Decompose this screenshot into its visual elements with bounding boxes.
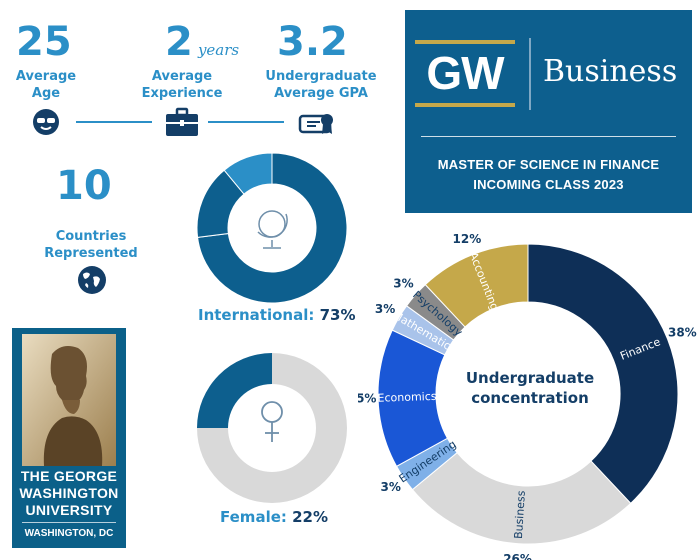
gpa-label-line1: Undergraduate	[265, 69, 377, 84]
gw-logo-bar-bottom	[415, 103, 515, 107]
concentration-slice-business	[411, 451, 632, 545]
briefcase-icon	[166, 107, 198, 136]
female-value: 22%	[292, 508, 329, 526]
female-label: Female: 22%	[220, 508, 370, 526]
gwu-location: WASHINGTON, DC	[24, 528, 114, 539]
gw-banner-rule	[421, 136, 676, 137]
gw-business-banner: GW Business MASTER OF SCIENCE IN FINANCE…	[405, 10, 692, 213]
gpa-value: 3.2	[277, 19, 348, 65]
gpa-label-line2: Average GPA	[274, 86, 368, 101]
countries-label-line2: Represented	[44, 246, 138, 261]
age-value: 25	[16, 19, 72, 65]
concentration-category-business: Business	[512, 490, 528, 539]
female-symbol-icon	[261, 401, 283, 442]
sunglasses-face-icon	[33, 109, 59, 135]
concentration-title: Undergraduate concentration	[445, 368, 615, 408]
female-slice-other	[197, 353, 347, 503]
gwu-wordmark: THE GEORGE WASHINGTON UNIVERSITY	[12, 468, 126, 519]
female-donut-chart	[197, 353, 347, 503]
gw-logo-bar-top	[415, 40, 515, 44]
experience-value-group: 2 years	[165, 22, 239, 62]
concentration-slice-accounting	[424, 243, 529, 328]
age-label: Average Age	[8, 68, 84, 102]
program-title-line2: INCOMING CLASS 2023	[473, 177, 624, 192]
program-title-line1: MASTER OF SCIENCE IN FINANCE	[437, 157, 660, 172]
gwu-logo-box: THE GEORGE WASHINGTON UNIVERSITY WASHING…	[12, 328, 126, 548]
connector-line-1	[76, 121, 152, 123]
international-slice-international	[197, 152, 348, 304]
concentration-slice-finance	[527, 243, 679, 505]
globe-stand-icon	[257, 210, 288, 249]
concentration-pct-economics: 15%	[358, 392, 376, 406]
program-title: MASTER OF SCIENCE IN FINANCE INCOMING CL…	[405, 155, 692, 195]
international-donut-chart	[196, 152, 348, 304]
experience-label-line1: Average	[151, 69, 213, 84]
concentration-pct-engineering: 3%	[381, 480, 401, 494]
international-label-text: International:	[198, 306, 315, 324]
international-label: International: 73%	[198, 306, 368, 324]
concentration-title-line1: Undergraduate	[465, 369, 595, 387]
age-label-line1: Average	[15, 69, 77, 84]
gw-logo-divider	[529, 38, 531, 110]
female-slice-female	[197, 353, 272, 428]
gw-logo: GW	[426, 47, 504, 99]
concentration-pct-finance: 38%	[668, 325, 697, 339]
international-slice-3	[223, 152, 273, 195]
international-value: 73%	[319, 306, 356, 324]
concentration-pct-business: 26%	[503, 552, 532, 560]
experience-label: Average Experience	[140, 68, 224, 102]
gwu-wordmark-line2: WASHINGTON	[19, 485, 119, 501]
countries-label-line1: Countries	[55, 229, 127, 244]
washington-portrait-icon	[22, 334, 116, 466]
experience-value: 2	[165, 19, 193, 65]
concentration-pct-accounting: 12%	[453, 232, 482, 246]
diploma-icon	[298, 114, 333, 134]
concentration-category-economics: Economics	[377, 390, 437, 405]
gwu-wordmark-line3: UNIVERSITY	[25, 502, 113, 518]
concentration-title-line2: concentration	[471, 389, 589, 407]
globe-icon	[78, 266, 106, 294]
concentration-donut-chart: Finance38%Business26%Engineering3%Econom…	[358, 232, 697, 560]
gwu-wordmark-rule	[22, 522, 116, 523]
experience-label-line2: Experience	[141, 86, 223, 101]
countries-value: 10	[56, 163, 112, 209]
experience-unit: years	[197, 41, 240, 59]
concentration-pct-mathematics: 3%	[375, 302, 395, 316]
gpa-label: Undergraduate Average GPA	[262, 68, 380, 102]
age-label-line2: Age	[31, 86, 61, 101]
concentration-pct-psychology: 3%	[393, 277, 413, 291]
business-wordmark: Business	[543, 54, 678, 89]
female-label-text: Female:	[220, 508, 287, 526]
gwu-wordmark-line1: THE GEORGE	[20, 468, 118, 484]
countries-label: Countries Represented	[36, 228, 146, 262]
connector-line-2	[208, 121, 284, 123]
